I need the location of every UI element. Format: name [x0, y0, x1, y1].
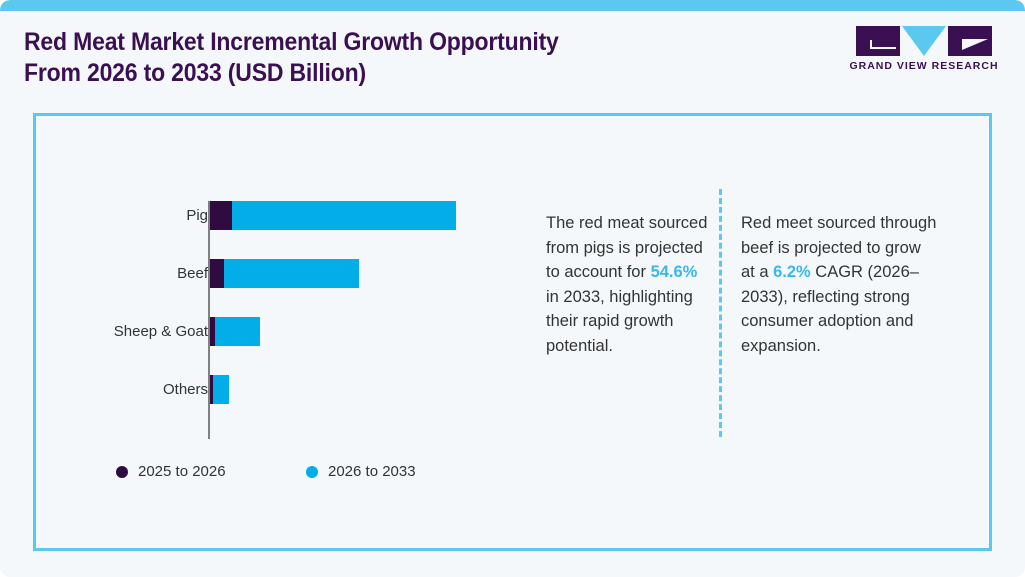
logo-wordmark: GRAND VIEW RESEARCH	[849, 60, 999, 72]
chart-row-others: Others	[36, 375, 536, 404]
page-title-line-2: From 2026 to 2033 (USD Billion)	[24, 59, 366, 87]
callout-divider	[719, 189, 722, 437]
top-accent-bar	[0, 0, 1025, 11]
bar-segment-others-2026-2033[interactable]	[213, 375, 229, 404]
page-title-line-1: Red Meat Market Incremental Growth Oppor…	[24, 28, 559, 56]
bar-label-pig: Pig	[186, 207, 208, 224]
legend-label-2025-2026: 2025 to 2026	[138, 463, 226, 480]
bar-segment-pig-2026-2033[interactable]	[232, 201, 456, 230]
chart-row-beef: Beef	[36, 259, 536, 288]
callout-pig: The red meat sourced from pigs is projec…	[546, 211, 714, 358]
callout-pig-highlight: 54.6%	[650, 263, 698, 281]
chart-row-pig: Pig	[36, 201, 536, 230]
legend-dot-icon-2026-2033	[306, 466, 318, 478]
bar-label-others: Others	[162, 381, 208, 398]
legend-label-2026-2033: 2026 to 2033	[328, 463, 416, 480]
logo-g-notch-icon	[870, 40, 896, 49]
callout-beef-text-part1: Red meet sourced through beef is project…	[741, 214, 937, 281]
page-title: Red Meat Market Incremental Growth Oppor…	[24, 27, 650, 89]
callout-beef: Red meet sourced through beef is project…	[741, 211, 937, 358]
callout-beef-highlight: 6.2%	[773, 263, 811, 281]
chart-row-sheep-goat: Sheep & Goat	[36, 317, 536, 346]
bar-label-beef: Beef	[177, 265, 208, 282]
content-card: Pig Beef Sheep & Goat	[33, 113, 992, 551]
callout-beef-text-part2: CAGR (2026–2033), reflecting strong cons…	[741, 263, 919, 355]
logo-marks	[849, 26, 999, 56]
bar-chart: Pig Beef Sheep & Goat	[36, 116, 536, 554]
bar-label-sheep-goat: Sheep & Goat	[113, 323, 208, 340]
bar-segment-others-2025-2026[interactable]	[210, 375, 213, 404]
callout-pig-text-part1: The red meat sourced from pigs is projec…	[546, 214, 708, 281]
logo-r-notch-icon	[962, 39, 988, 50]
logo-r-block-icon	[948, 26, 992, 56]
bar-segment-beef-2026-2033[interactable]	[224, 259, 359, 288]
brand-logo: GRAND VIEW RESEARCH	[849, 26, 999, 74]
bar-segment-sheep-goat-2026-2033[interactable]	[215, 317, 260, 346]
bar-segment-sheep-goat-2025-2026[interactable]	[210, 317, 215, 346]
chart-y-axis	[208, 201, 210, 439]
legend-dot-icon-2025-2026	[116, 466, 128, 478]
logo-v-triangle-icon	[902, 26, 946, 56]
bar-segment-beef-2025-2026[interactable]	[210, 259, 224, 288]
callout-pig-text-part2: in 2033, highlighting their rapid growth…	[546, 287, 693, 355]
logo-g-block-icon	[856, 26, 900, 56]
bar-segment-pig-2025-2026[interactable]	[210, 201, 232, 230]
